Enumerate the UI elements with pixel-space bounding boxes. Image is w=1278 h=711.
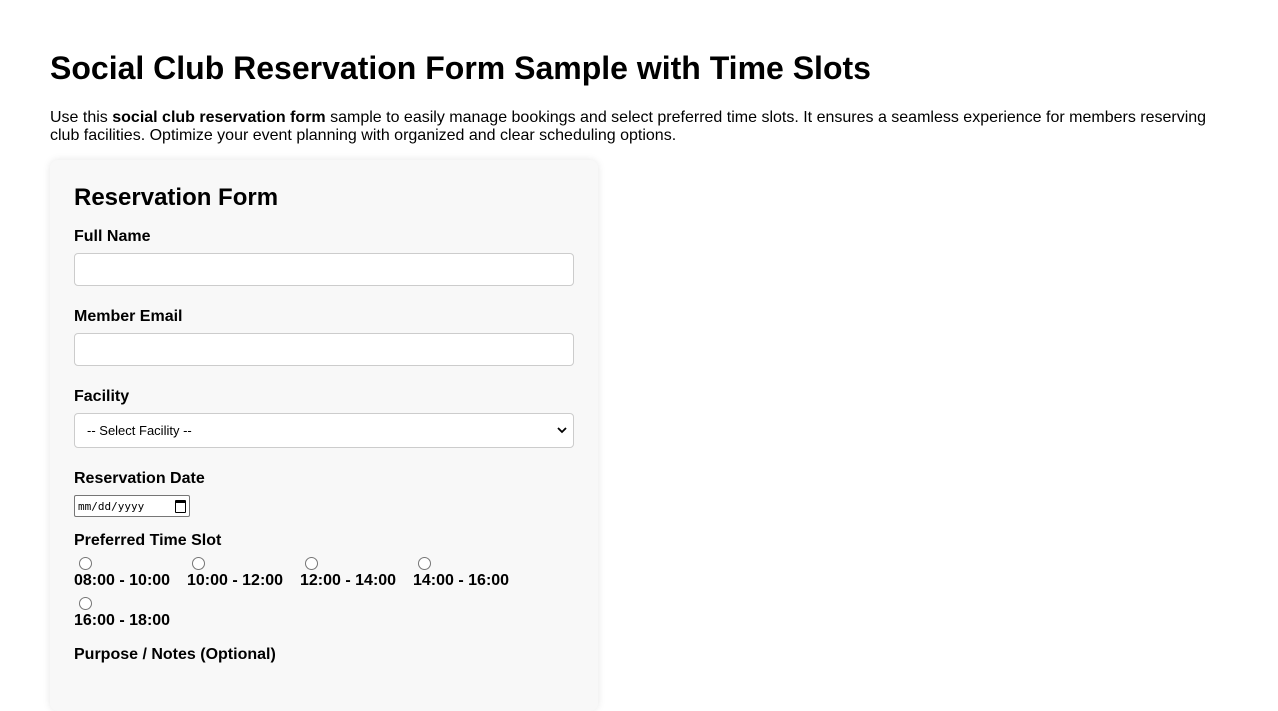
time-slot-text: 08:00 - 10:00: [74, 572, 171, 589]
form-heading: Reservation Form: [74, 184, 279, 211]
intro-bold: social club reservation form: [112, 109, 326, 126]
time-slot-text: 14:00 - 16:00: [413, 572, 510, 589]
time-slot-option[interactable]: 10:00 - 12:00: [187, 557, 300, 591]
time-slot-option[interactable]: 14:00 - 16:00: [413, 557, 526, 591]
time-slot-radio[interactable]: [192, 557, 205, 570]
time-slot-option[interactable]: 16:00 - 18:00: [74, 597, 187, 631]
full-name-input[interactable]: [74, 253, 574, 286]
intro-prefix: Use this: [50, 109, 113, 126]
date-placeholder: mm/dd/yyyy: [78, 499, 145, 513]
full-name-label: Full Name: [74, 228, 151, 245]
time-slot-label: Preferred Time Slot: [74, 532, 222, 549]
time-slot-text: 16:00 - 18:00: [74, 612, 171, 629]
page-title: Social Club Reservation Form Sample with…: [50, 50, 871, 86]
email-label: Member Email: [74, 308, 183, 325]
time-slot-text: 12:00 - 14:00: [300, 572, 397, 589]
facility-select[interactable]: -- Select Facility --: [74, 413, 574, 448]
intro-suffix: sample to easily manage bookings and sel…: [50, 109, 1207, 144]
facility-selected-value: -- Select Facility --: [87, 423, 192, 438]
chevron-down-icon: [557, 427, 567, 434]
time-slot-radio[interactable]: [79, 557, 92, 570]
time-slot-text: 10:00 - 12:00: [187, 572, 284, 589]
time-slot-radio[interactable]: [418, 557, 431, 570]
intro-text: Use this social club reservation form sa…: [50, 109, 1220, 145]
notes-label: Purpose / Notes (Optional): [74, 646, 276, 663]
calendar-icon[interactable]: [175, 499, 186, 513]
email-input[interactable]: [74, 333, 574, 366]
time-slot-radio[interactable]: [305, 557, 318, 570]
time-slot-group: 08:00 - 10:00 10:00 - 12:00 12:00 - 14:0…: [74, 557, 574, 637]
time-slot-option[interactable]: 12:00 - 14:00: [300, 557, 413, 591]
time-slot-radio[interactable]: [79, 597, 92, 610]
date-label: Reservation Date: [74, 470, 205, 487]
facility-label: Facility: [74, 388, 130, 405]
reservation-form: Reservation Form Full Name Member Email …: [50, 160, 598, 711]
time-slot-option[interactable]: 08:00 - 10:00: [74, 557, 187, 591]
date-input[interactable]: mm/dd/yyyy: [74, 495, 190, 517]
